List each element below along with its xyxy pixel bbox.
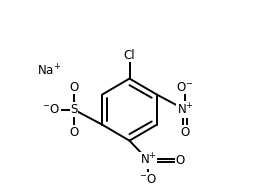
Text: O: O (176, 154, 185, 167)
Text: S: S (70, 103, 78, 116)
Text: O: O (69, 126, 78, 139)
Text: N$^{+}$: N$^{+}$ (140, 153, 157, 168)
Text: O$^{-}$: O$^{-}$ (176, 81, 194, 94)
Text: N$^{+}$: N$^{+}$ (177, 102, 193, 117)
Text: Cl: Cl (124, 49, 135, 62)
Text: Na$^{+}$: Na$^{+}$ (37, 63, 61, 79)
Text: O: O (69, 81, 78, 94)
Text: O: O (181, 126, 190, 139)
Text: $^{-}$O: $^{-}$O (139, 173, 157, 186)
Text: $^{-}$O: $^{-}$O (42, 103, 60, 116)
